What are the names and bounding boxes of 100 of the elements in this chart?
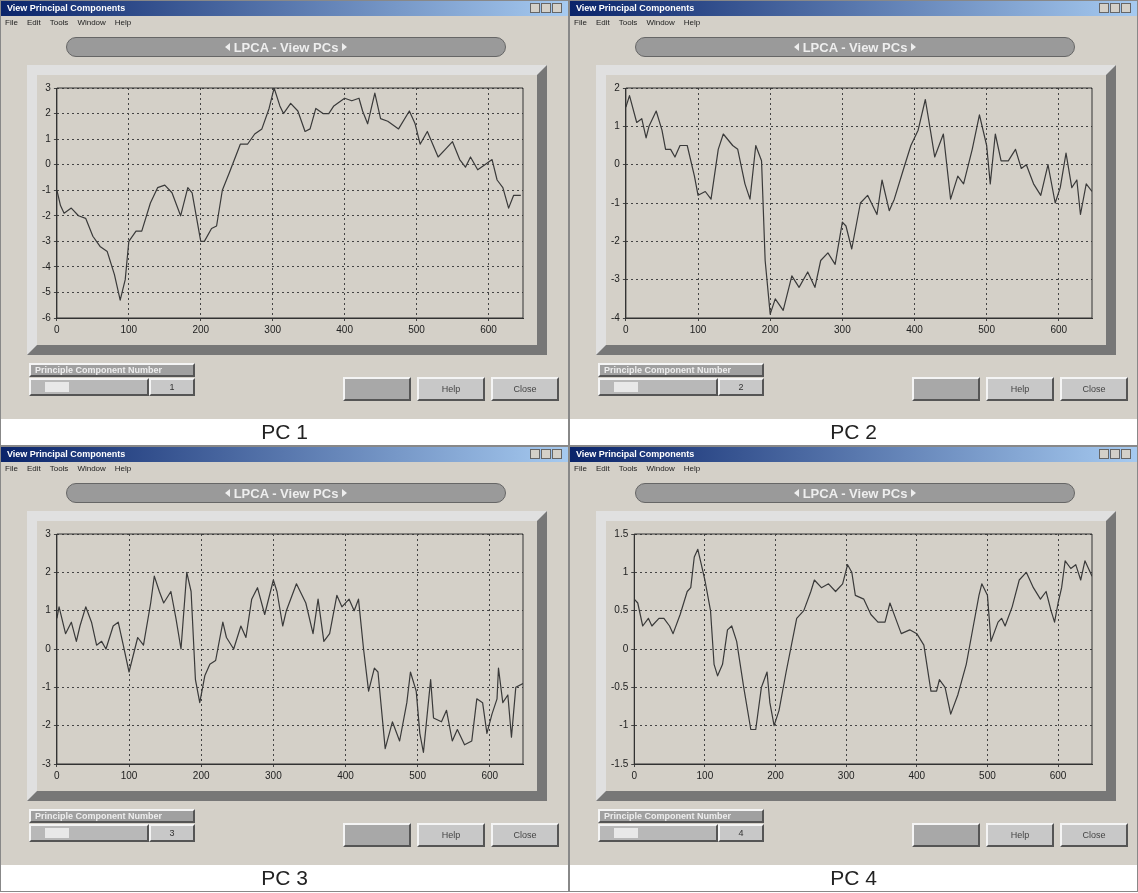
text: View Principal Components bbox=[7, 2, 126, 15]
x-tick-label: 400 bbox=[336, 323, 354, 335]
y-tick-label: -4 bbox=[610, 311, 621, 323]
x-tick-label: 100 bbox=[120, 769, 138, 781]
y-tick-label: 2 bbox=[614, 81, 621, 93]
text: 3 bbox=[149, 824, 195, 842]
x-tick-label: 200 bbox=[767, 769, 785, 781]
x-tick-label: 200 bbox=[192, 769, 210, 781]
text: Principle Component Number bbox=[598, 363, 764, 377]
y-tick-label: -6 bbox=[41, 311, 52, 323]
x-tick-label: 200 bbox=[761, 323, 779, 335]
chart-title: LPCA - View PCs bbox=[233, 485, 339, 501]
text: File bbox=[574, 17, 587, 29]
text: Close bbox=[1060, 377, 1128, 401]
y-tick-label: -3 bbox=[610, 273, 621, 285]
y-tick-label: 0 bbox=[622, 642, 629, 654]
x-tick-label: 0 bbox=[54, 323, 61, 335]
text: Close bbox=[1060, 823, 1128, 847]
x-tick-label: 0 bbox=[631, 769, 638, 781]
x-tick-label: 400 bbox=[908, 769, 926, 781]
chart-title: LPCA - View PCs bbox=[802, 39, 908, 55]
y-tick-label: 2 bbox=[45, 107, 52, 119]
text: Help bbox=[417, 823, 485, 847]
y-tick-label: -1.5 bbox=[611, 757, 629, 769]
text: PC 2 bbox=[829, 419, 878, 445]
y-tick-label: 1 bbox=[45, 132, 52, 144]
text: Window bbox=[646, 463, 675, 475]
text: Principle Component Number bbox=[598, 809, 764, 823]
y-tick-label: 0 bbox=[45, 642, 52, 654]
text: PC 3 bbox=[260, 865, 309, 891]
text: Help bbox=[114, 17, 132, 29]
text: PC 1 bbox=[260, 419, 309, 445]
x-tick-label: 600 bbox=[1050, 323, 1068, 335]
text: Edit bbox=[595, 17, 610, 29]
text: File bbox=[5, 463, 18, 475]
x-tick-label: 400 bbox=[906, 323, 924, 335]
x-tick-label: 400 bbox=[337, 769, 355, 781]
x-tick-label: 100 bbox=[689, 323, 707, 335]
y-tick-label: 1 bbox=[45, 604, 52, 616]
y-tick-label: 0 bbox=[614, 158, 621, 170]
x-tick-label: 300 bbox=[264, 323, 282, 335]
text: 4 bbox=[718, 824, 764, 842]
x-tick-label: 500 bbox=[409, 769, 427, 781]
x-tick-label: 300 bbox=[837, 769, 855, 781]
y-tick-label: 3 bbox=[45, 81, 52, 93]
text: Window bbox=[646, 17, 675, 29]
text: Help bbox=[986, 377, 1054, 401]
x-tick-label: 600 bbox=[1049, 769, 1067, 781]
y-tick-label: -1 bbox=[619, 719, 629, 731]
chart-title: LPCA - View PCs bbox=[233, 39, 339, 55]
y-tick-label: -5 bbox=[41, 286, 52, 298]
y-tick-label: 1.5 bbox=[614, 527, 629, 539]
text: 2 bbox=[718, 378, 764, 396]
text: Edit bbox=[595, 463, 610, 475]
y-tick-label: -4 bbox=[41, 260, 52, 272]
x-tick-label: 0 bbox=[54, 769, 61, 781]
text: Edit bbox=[26, 463, 41, 475]
y-tick-label: -0.5 bbox=[611, 681, 629, 693]
y-tick-label: 3 bbox=[45, 527, 52, 539]
x-tick-label: 500 bbox=[979, 769, 997, 781]
text: Help bbox=[683, 17, 701, 29]
text: File bbox=[5, 17, 18, 29]
y-tick-label: -1 bbox=[610, 196, 621, 208]
text: View Principal Components bbox=[576, 448, 695, 461]
text: Tools bbox=[618, 17, 638, 29]
text: View Principal Components bbox=[7, 448, 126, 461]
y-tick-label: -2 bbox=[41, 209, 52, 221]
text: Edit bbox=[26, 17, 41, 29]
chart-title: LPCA - View PCs bbox=[802, 485, 908, 501]
text: Principle Component Number bbox=[29, 809, 195, 823]
y-tick-label: 1 bbox=[622, 566, 629, 578]
text: PC 4 bbox=[829, 865, 878, 891]
text: View Principal Components bbox=[576, 2, 695, 15]
x-tick-label: 300 bbox=[834, 323, 852, 335]
y-tick-label: 0.5 bbox=[614, 604, 629, 616]
text: Principle Component Number bbox=[29, 363, 195, 377]
x-tick-label: 200 bbox=[192, 323, 210, 335]
y-tick-label: -2 bbox=[41, 719, 52, 731]
text: Help bbox=[986, 823, 1054, 847]
y-tick-label: -3 bbox=[41, 235, 52, 247]
y-tick-label: 1 bbox=[614, 120, 621, 132]
x-tick-label: 600 bbox=[480, 323, 498, 335]
text: Tools bbox=[49, 17, 69, 29]
x-tick-label: 500 bbox=[408, 323, 426, 335]
text: Close bbox=[491, 377, 559, 401]
text: Window bbox=[77, 17, 106, 29]
x-tick-label: 100 bbox=[696, 769, 714, 781]
text: Help bbox=[417, 377, 485, 401]
x-tick-label: 500 bbox=[978, 323, 996, 335]
text: Help bbox=[114, 463, 132, 475]
text: Tools bbox=[618, 463, 638, 475]
text: 1 bbox=[149, 378, 195, 396]
x-tick-label: 100 bbox=[120, 323, 138, 335]
text: Window bbox=[77, 463, 106, 475]
y-tick-label: -2 bbox=[610, 235, 621, 247]
x-tick-label: 600 bbox=[481, 769, 499, 781]
x-tick-label: 300 bbox=[265, 769, 283, 781]
text: File bbox=[574, 463, 587, 475]
y-tick-label: 0 bbox=[45, 158, 52, 170]
text: Close bbox=[491, 823, 559, 847]
